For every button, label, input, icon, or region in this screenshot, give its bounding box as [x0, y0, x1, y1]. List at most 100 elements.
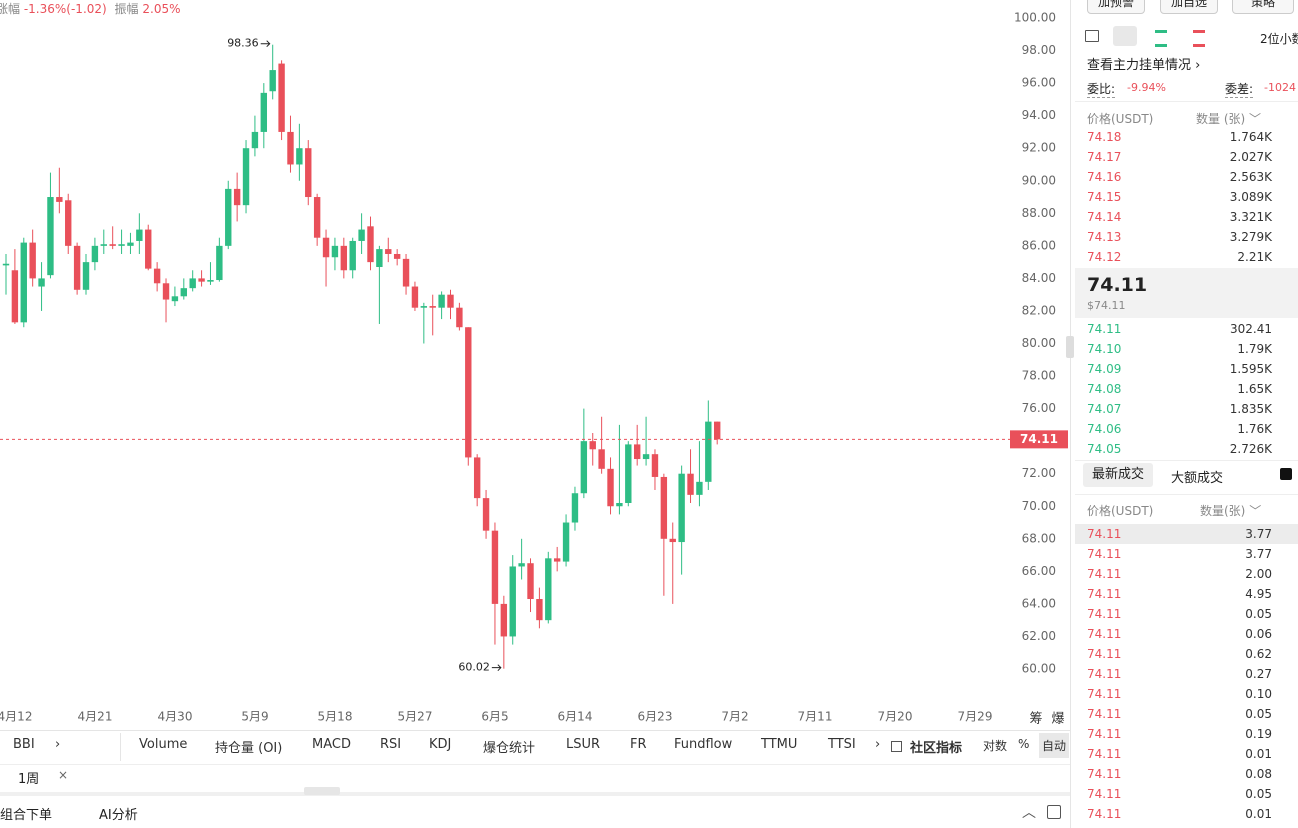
quantity: 1.76K	[1237, 422, 1272, 436]
chevron[interactable]: ›	[55, 737, 61, 752]
y-tick-label: 88.00	[1022, 206, 1056, 220]
amp-label: 振幅	[114, 2, 139, 16]
resize-bar[interactable]	[0, 792, 1070, 796]
y-tick-label: 82.00	[1022, 303, 1056, 317]
indicator-tab[interactable]: TTSI	[828, 737, 856, 752]
y-tick-label: 100.00	[1014, 11, 1056, 25]
collapse-icon[interactable]: ︿	[1022, 805, 1036, 821]
candle-body	[491, 530, 499, 604]
indicator-tab[interactable]: LSUR	[566, 737, 601, 752]
candle-body	[296, 148, 303, 165]
indicator-tab[interactable]: 爆仓统计	[483, 741, 536, 756]
price: 74.11	[1087, 687, 1122, 701]
candle-body	[660, 476, 668, 539]
indicator-tab[interactable]: MACD	[312, 737, 351, 752]
candle-body	[696, 481, 703, 495]
book-row: 74.07 1.835K	[1087, 399, 1272, 419]
y-tick-label: 68.00	[1022, 531, 1056, 545]
y-tick-label: 76.00	[1022, 401, 1056, 415]
collapse-handle[interactable]	[1066, 336, 1074, 358]
checkbox[interactable]	[1280, 468, 1292, 480]
book-row: 74.11 0.01	[1087, 804, 1272, 824]
option[interactable]: %	[1018, 737, 1030, 751]
price: 74.11	[1087, 647, 1122, 661]
indicator-left[interactable]: BBI	[13, 737, 35, 752]
view-icon-active[interactable]	[1113, 26, 1137, 46]
indicator-tab[interactable]: 持仓量 (OI)	[215, 741, 283, 756]
candle-body	[73, 245, 81, 290]
expand-icon[interactable]	[1047, 805, 1061, 819]
resize-grip[interactable]	[304, 787, 340, 795]
quantity: 3.77	[1245, 547, 1272, 561]
candle-chart: 100.00 98.00 96.00 94.00 92.00 90.00 88.00 86.0…	[0, 11, 1068, 727]
price: 74.11	[1087, 707, 1122, 721]
chevron[interactable]: ›	[875, 737, 881, 752]
candle-body	[171, 296, 179, 302]
y-tick-label: 84.00	[1022, 271, 1056, 285]
indicator-tab[interactable]: Fundflow	[674, 737, 733, 752]
option[interactable]: 对数	[983, 739, 1008, 753]
community-tab[interactable]: 社区指标	[910, 741, 963, 756]
quantity: 0.05	[1245, 607, 1272, 621]
tab-combo-order[interactable]: 组合下单	[0, 808, 53, 823]
view-icon[interactable]	[1193, 30, 1205, 47]
book-row: 74.11 302.41	[1087, 319, 1272, 339]
period-chip[interactable]: 1周	[18, 772, 40, 787]
indicator-tab[interactable]: Volume	[139, 737, 188, 752]
indicator-tab[interactable]: FR	[630, 737, 647, 752]
price: 74.13	[1087, 230, 1122, 244]
candle-body	[536, 599, 543, 621]
mid-usd: $74.11	[1087, 299, 1126, 312]
header-stats: 涨幅 -1.36%(-1.02) 振幅 2.05%	[0, 0, 181, 17]
main-orders-link[interactable]: 查看主力挂单情况 ›	[1087, 58, 1201, 73]
price: 74.09	[1087, 362, 1122, 376]
x-tick-label: 7月20	[878, 710, 913, 724]
y-tick-label: 90.00	[1022, 173, 1056, 187]
candle-body	[607, 468, 614, 507]
indicator-tab[interactable]: RSI	[380, 737, 402, 752]
alert-button[interactable]: 加预警	[1087, 0, 1145, 14]
option[interactable]: 自动	[1039, 733, 1070, 758]
tab-ai[interactable]: AI分析	[99, 808, 138, 823]
row-highlight	[1075, 524, 1298, 544]
strategy-button[interactable]: 策略	[1232, 0, 1294, 14]
candle-body	[705, 421, 712, 482]
candle-body	[82, 262, 90, 290]
book-row: 74.11 2.00	[1087, 564, 1272, 584]
low-annotation: 60.02	[458, 661, 490, 674]
indicator-tab[interactable]: KDJ	[429, 737, 452, 752]
candle-body	[376, 249, 383, 268]
quantity: 1.595K	[1229, 362, 1272, 376]
price: 74.16	[1087, 170, 1122, 184]
annotation-arrow	[491, 664, 502, 672]
separator	[0, 764, 1070, 765]
side-label: 爆	[1051, 712, 1064, 727]
candle-body	[340, 245, 348, 271]
tab-latest[interactable]: 最新成交	[1083, 463, 1153, 487]
decimals[interactable]: 2位小数	[1260, 32, 1298, 46]
edit-icon[interactable]	[891, 741, 902, 752]
price: 74.11	[1087, 807, 1122, 821]
y-tick-label: 80.00	[1022, 336, 1056, 350]
x-tick-label: 4月12	[0, 710, 32, 724]
indicator-tab[interactable]: TTMU	[761, 737, 798, 752]
main-orders-text[interactable]: 查看主力挂单情况	[1087, 58, 1192, 73]
view-icon[interactable]	[1085, 30, 1099, 42]
price: 74.06	[1087, 422, 1122, 436]
book-row: 74.17 2.027K	[1087, 147, 1272, 167]
close-icon[interactable]: ×	[58, 768, 69, 782]
trade-header-qty: 数量(张) ﹀	[1200, 504, 1262, 518]
x-tick-label: 6月5	[481, 710, 508, 724]
tab-large[interactable]: 大额成交	[1171, 471, 1224, 486]
price: 74.14	[1087, 210, 1122, 224]
watchlist-button[interactable]: 加自选	[1160, 0, 1218, 14]
candle-body	[38, 278, 45, 287]
view-icon[interactable]	[1155, 30, 1167, 47]
book-row: 74.11 0.62	[1087, 644, 1272, 664]
candle-body	[420, 306, 428, 308]
x-tick-label: 5月27	[398, 710, 433, 724]
candle-body	[189, 278, 196, 289]
y-tick-label: 66.00	[1022, 564, 1056, 578]
candle-body	[20, 242, 27, 323]
candle-body	[687, 473, 694, 495]
